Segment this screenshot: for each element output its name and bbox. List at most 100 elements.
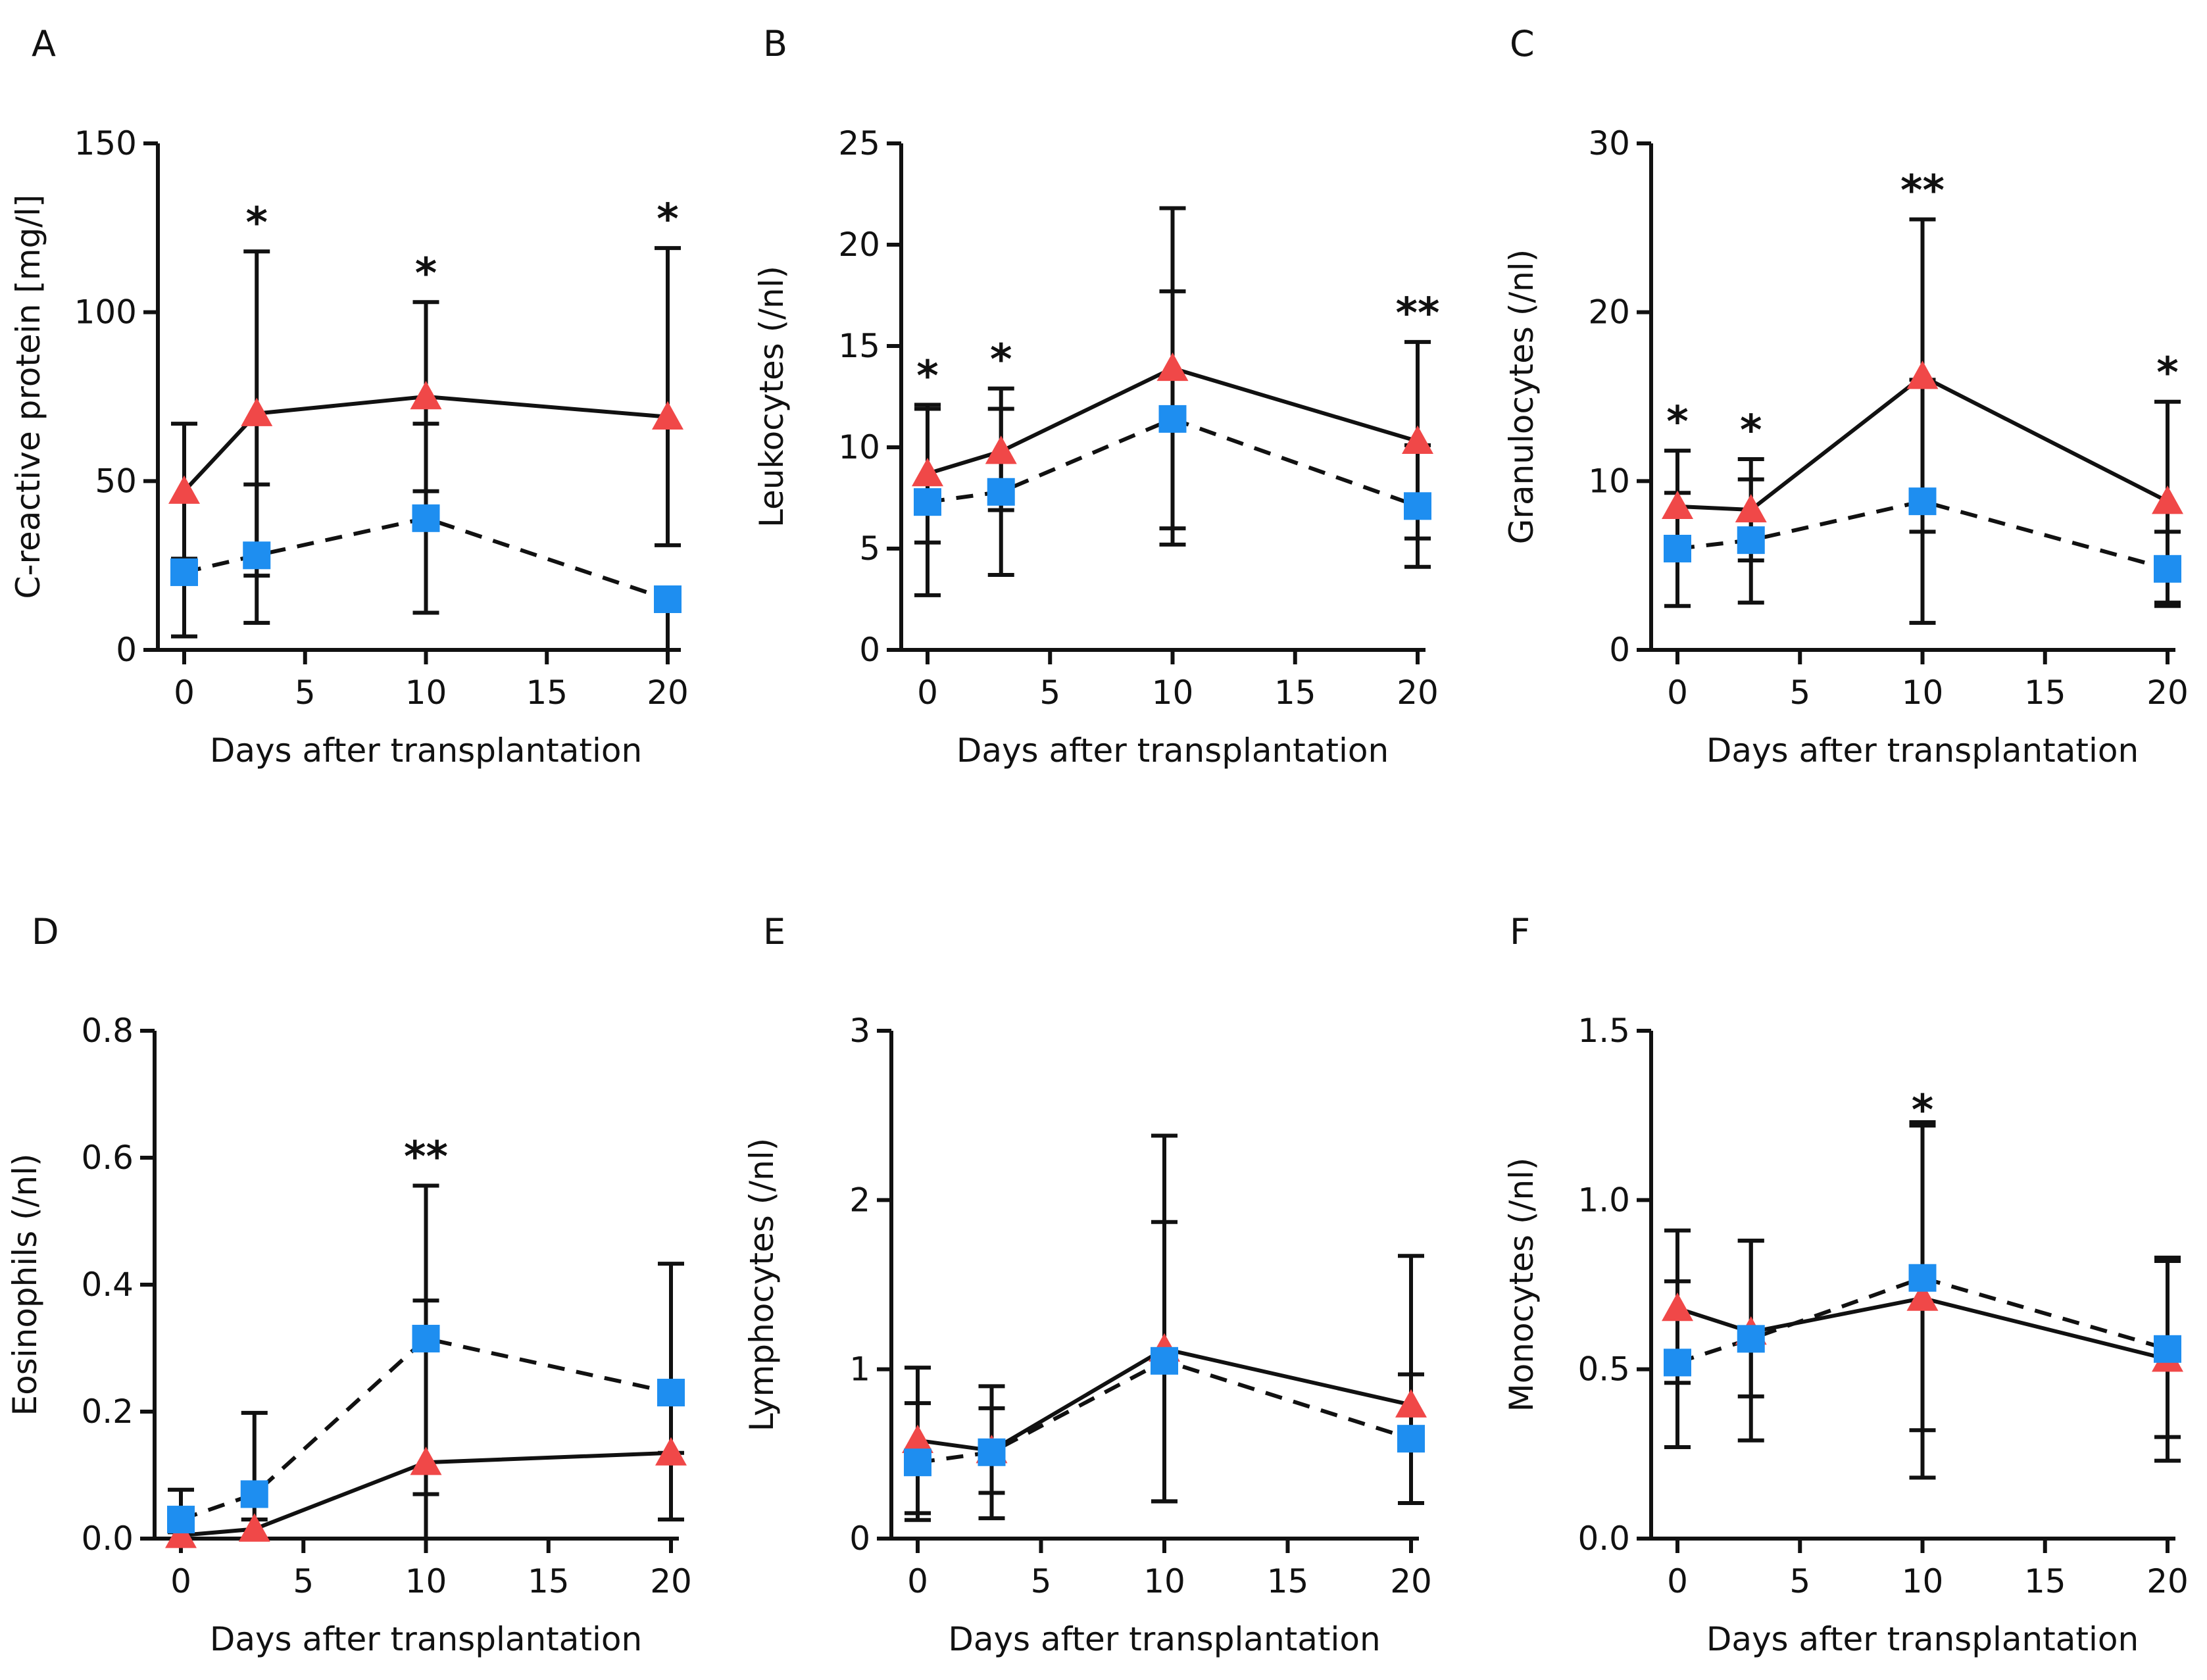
- y-tick-label: 0: [849, 1519, 870, 1558]
- significance-marker: **: [1900, 167, 1945, 216]
- data-point-square: [412, 504, 440, 532]
- data-point-triangle: [1906, 1282, 1939, 1311]
- data-point-square: [657, 1379, 685, 1407]
- data-point-triangle: [655, 1437, 687, 1466]
- x-tick-label: 10: [405, 674, 447, 712]
- data-point-triangle: [410, 1446, 442, 1475]
- y-tick-label: 0: [116, 631, 137, 669]
- y-tick-label: 20: [838, 226, 880, 264]
- panel-letter: C: [1510, 23, 1535, 64]
- data-point-square: [2154, 555, 2181, 583]
- series-line-blue-square: [1677, 1275, 2168, 1365]
- x-tick-label: 15: [528, 1562, 570, 1600]
- data-point-square: [240, 1480, 268, 1508]
- data-point-square: [1664, 1348, 1691, 1377]
- series-line-red-triangle: [180, 1450, 672, 1538]
- data-point-triangle: [1662, 490, 1693, 520]
- x-tick-label: 15: [2024, 674, 2066, 712]
- series-line-blue-square: [184, 516, 668, 601]
- x-tick-label: 20: [2146, 674, 2189, 712]
- y-tick-label: 3: [849, 1012, 870, 1050]
- data-point-triangle: [1156, 352, 1189, 382]
- series-line-blue-square: [180, 1336, 672, 1521]
- y-axis-label: Lymphocytes (/nl): [743, 1138, 781, 1431]
- data-point-square: [2154, 1335, 2181, 1363]
- data-point-triangle: [410, 381, 442, 410]
- significance-marker: **: [1396, 289, 1440, 338]
- data-point-square: [1397, 1425, 1425, 1453]
- x-tick-label: 20: [1390, 1562, 1432, 1600]
- x-tick-label: 10: [1152, 674, 1194, 712]
- data-point-square: [243, 541, 271, 570]
- data-point-triangle: [1395, 1389, 1427, 1418]
- x-tick-label: 5: [1789, 1562, 1810, 1600]
- y-axis-label: C-reactive protein [mg/l]: [9, 195, 47, 599]
- data-point-square: [1737, 1325, 1765, 1353]
- x-tick-label: 0: [170, 1562, 191, 1600]
- data-point-square: [978, 1438, 1006, 1466]
- x-tick-label: 10: [1902, 674, 1944, 712]
- x-tick-label: 5: [1789, 674, 1810, 712]
- series-line-red-triangle: [1677, 1296, 2168, 1362]
- data-point-square: [1908, 487, 1937, 516]
- y-axis-label: Monocytes (/nl): [1502, 1158, 1541, 1412]
- data-point-square: [904, 1448, 931, 1477]
- x-tick-label: 10: [1143, 1562, 1185, 1600]
- x-tick-label: 5: [1039, 674, 1060, 712]
- data-point-triangle: [912, 458, 943, 487]
- x-axis-label: Days after transplantation: [956, 731, 1389, 770]
- significance-marker: **: [404, 1133, 448, 1181]
- x-tick-label: 0: [1667, 674, 1688, 712]
- data-point-triangle: [168, 475, 200, 504]
- significance-marker: *: [2156, 349, 2178, 398]
- y-tick-label: 0.8: [81, 1012, 134, 1050]
- y-tick-label: 0: [859, 631, 880, 669]
- data-point-square: [1404, 492, 1431, 520]
- panel-letter: A: [32, 23, 56, 64]
- x-tick-label: 15: [1267, 1562, 1309, 1600]
- x-axis-label: Days after transplantation: [948, 1620, 1380, 1658]
- series-line-blue-square: [917, 1358, 1412, 1465]
- data-point-square: [1151, 1346, 1178, 1375]
- x-tick-label: 0: [174, 674, 195, 712]
- series-line-red-triangle: [927, 366, 1418, 476]
- panel-letter: B: [763, 23, 787, 64]
- x-tick-label: 15: [526, 674, 568, 712]
- y-tick-label: 100: [74, 293, 137, 332]
- y-tick-label: 0.0: [1577, 1519, 1630, 1558]
- y-tick-label: 15: [838, 327, 880, 365]
- y-tick-label: 10: [838, 428, 880, 466]
- x-tick-label: 0: [1667, 1562, 1688, 1600]
- x-tick-label: 15: [2024, 1562, 2066, 1600]
- series-line-blue-square: [927, 416, 1419, 508]
- data-point-square: [1908, 1264, 1937, 1292]
- data-point-triangle: [2152, 485, 2183, 514]
- series-line-red-triangle: [1677, 374, 2169, 512]
- y-tick-label: 150: [74, 124, 137, 162]
- x-tick-label: 20: [650, 1562, 692, 1600]
- data-point-square: [1664, 535, 1691, 562]
- x-axis-label: Days after transplantation: [210, 731, 642, 770]
- panel-letter: F: [1510, 911, 1530, 952]
- panel-letter: D: [32, 911, 59, 952]
- series-line-red-triangle: [917, 1346, 1412, 1453]
- y-tick-label: 50: [95, 462, 137, 500]
- data-point-triangle: [1735, 493, 1767, 523]
- x-axis-label: Days after transplantation: [1706, 731, 2139, 770]
- data-point-square: [170, 558, 198, 586]
- data-point-triangle: [985, 435, 1017, 464]
- series-line-blue-square: [1677, 499, 2168, 571]
- significance-marker: *: [657, 195, 678, 244]
- panel-e: E 0 1 2 3 0 5 10 15 20 Days after transplantation L…: [743, 911, 1432, 1658]
- data-point-triangle: [1402, 425, 1433, 454]
- data-point-triangle: [165, 1519, 197, 1548]
- significance-marker: *: [990, 336, 1012, 385]
- y-tick-label: 0.4: [81, 1266, 134, 1304]
- data-point-triangle: [652, 401, 683, 430]
- x-tick-label: 0: [907, 1562, 928, 1600]
- y-tick-label: 2: [849, 1181, 870, 1219]
- data-point-triangle: [1662, 1293, 1693, 1322]
